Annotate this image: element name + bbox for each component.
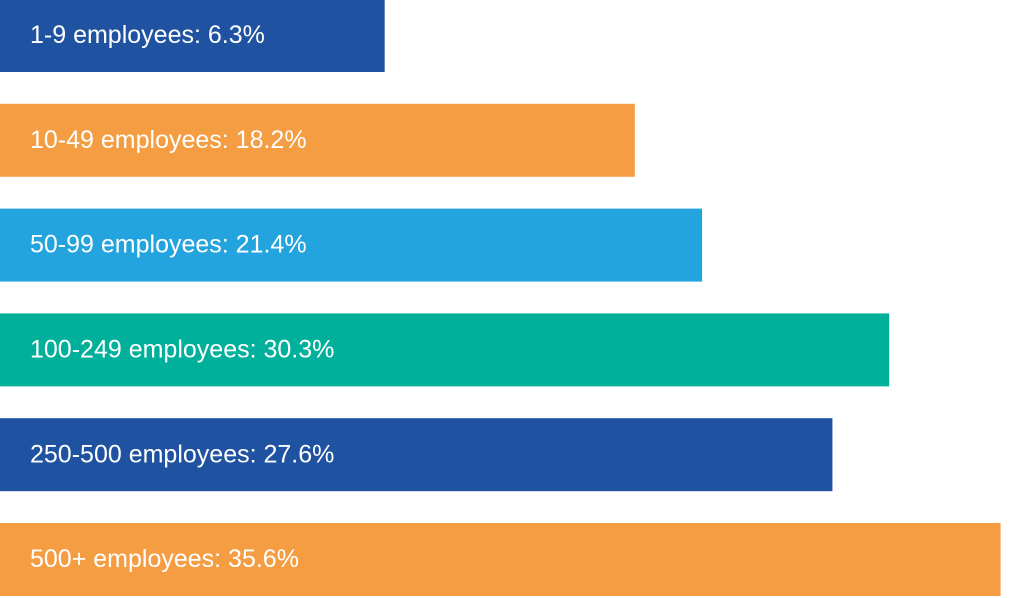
bar [0,418,833,492]
bar-label: 50-99 employees: 21.4% [30,231,307,259]
bar [0,103,635,177]
bar [0,0,385,72]
bar-label: 250-500 employees: 27.6% [30,440,334,468]
bar-label: 1-9 employees: 6.3% [30,21,265,49]
bar [0,208,703,282]
bar-label: 500+ employees: 35.6% [30,545,299,573]
bar [0,523,1001,596]
bar [0,313,890,387]
bar-label: 100-249 employees: 30.3% [30,336,334,364]
bar-label: 10-49 employees: 18.2% [30,126,307,154]
